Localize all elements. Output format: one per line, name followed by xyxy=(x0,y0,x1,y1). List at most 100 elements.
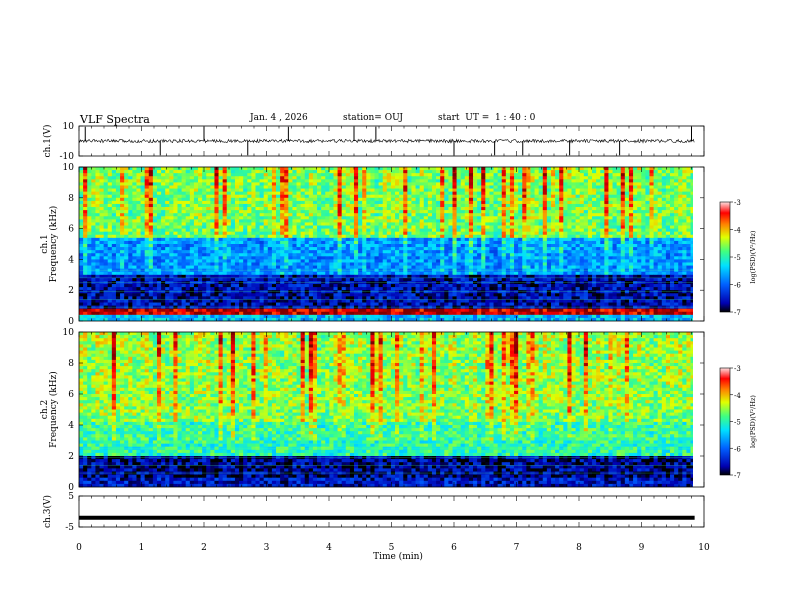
spectrogram-cell xyxy=(690,167,693,171)
spectrogram-cell xyxy=(526,222,531,226)
spectrogram-cell xyxy=(592,247,597,251)
spectrogram-cell xyxy=(165,222,170,226)
spectrogram-cell xyxy=(185,256,191,260)
spectrogram-cell xyxy=(555,228,560,233)
spectrogram-cell xyxy=(259,176,265,180)
spectrogram-cell xyxy=(604,259,609,263)
spectrogram-cell xyxy=(526,225,531,229)
spectrogram-cell xyxy=(103,247,109,251)
spectrogram-cell xyxy=(124,188,129,193)
spectrogram-cell xyxy=(415,237,421,242)
spectrogram-cell xyxy=(152,203,158,208)
spectrogram-cell xyxy=(616,210,622,214)
spectrogram-cell xyxy=(423,222,429,226)
spectrogram-cell xyxy=(518,265,523,270)
spectrogram-cell xyxy=(448,191,453,196)
spectrogram-cell xyxy=(103,222,109,226)
spectrogram-cell xyxy=(682,222,687,226)
spectrogram-cell xyxy=(419,240,425,245)
spectrogram-cell xyxy=(440,207,445,211)
spectrogram-cell xyxy=(665,176,671,180)
spectrogram-cell xyxy=(111,253,117,257)
spectrogram-cell xyxy=(185,222,191,226)
spectrogram-cell xyxy=(193,176,199,180)
spectrogram-cell xyxy=(329,237,334,242)
spectrogram-cell xyxy=(358,225,363,229)
spectrogram-cell xyxy=(440,197,445,202)
spectrogram-cell xyxy=(645,250,650,254)
spectrogram-cell xyxy=(222,188,228,193)
spectrogram-cell xyxy=(136,182,141,186)
spectrogram-cell xyxy=(555,185,560,189)
spectrogram-cell xyxy=(493,256,499,260)
spectrogram-cell xyxy=(161,253,166,257)
spectrogram-cell xyxy=(628,194,634,199)
spectrogram-cell xyxy=(542,219,548,223)
spectrogram-cell xyxy=(489,231,494,236)
spectrogram-cell xyxy=(325,191,330,196)
spectrogram-cell xyxy=(206,185,211,189)
spectrogram-cell xyxy=(333,207,338,211)
spectrogram-cell xyxy=(378,213,384,217)
spectrogram-cell xyxy=(222,225,228,229)
spectrogram-cell xyxy=(456,197,462,202)
spectrogram-cell xyxy=(156,170,162,174)
spectrogram-cell xyxy=(415,216,421,220)
spectrogram-cell xyxy=(600,207,605,211)
spectrogram-cell xyxy=(518,179,523,183)
spectrogram-cell xyxy=(534,194,540,199)
spectrogram-cell xyxy=(284,219,289,223)
spectrogram-cell xyxy=(226,179,232,183)
spectrogram-cell xyxy=(612,244,618,248)
spectrogram-cell xyxy=(596,170,601,174)
spectrogram-cell xyxy=(587,207,593,211)
spectrogram-cell xyxy=(83,262,88,266)
spectrogram-cell xyxy=(321,207,326,211)
spectrogram-cell xyxy=(477,200,482,205)
spectrogram-cell xyxy=(120,207,125,211)
spectrogram-cell xyxy=(325,225,330,229)
spectrogram-cell xyxy=(140,225,146,229)
spectrogram-cell xyxy=(468,216,474,220)
spectrogram-cell xyxy=(103,225,109,229)
spectrogram-cell xyxy=(132,176,137,180)
spectrogram-cell xyxy=(111,194,117,199)
spectrogram-cell xyxy=(468,203,474,208)
spectrogram-cell xyxy=(91,262,96,266)
spectrogram-cell xyxy=(460,231,466,236)
spectrogram-cell xyxy=(366,259,371,263)
spectrogram-cell xyxy=(308,182,314,186)
spectrogram-cell xyxy=(587,250,593,254)
spectrogram-cell xyxy=(300,240,306,245)
spectrogram-cell xyxy=(362,256,367,260)
spectrogram-cell xyxy=(140,262,146,266)
spectrogram-cell xyxy=(390,259,396,263)
spectrogram-cell xyxy=(464,234,470,239)
spectrogram-cell xyxy=(144,197,150,202)
spectrogram-cell xyxy=(308,200,314,205)
spectrogram-cell xyxy=(128,265,133,270)
spectrogram-cell xyxy=(530,259,535,263)
spectrogram-cell xyxy=(366,262,371,266)
spectrogram-cell xyxy=(255,262,260,266)
spectrogram-cell xyxy=(493,231,499,236)
spectrogram-cell xyxy=(111,250,117,254)
spectrogram-cell xyxy=(259,191,265,196)
spectrogram-cell xyxy=(321,231,326,236)
spectrogram-cell xyxy=(587,253,593,257)
spectrogram-cell xyxy=(276,170,281,174)
spectrogram-cell xyxy=(473,179,478,183)
spectrogram-cell xyxy=(473,225,478,229)
spectrogram-cell xyxy=(456,228,462,233)
spectrogram-cell xyxy=(173,179,178,183)
spectrogram-cell xyxy=(690,173,693,177)
spectrogram-cell xyxy=(296,167,302,171)
spectrogram-cell xyxy=(497,234,503,239)
spectrogram-cell xyxy=(633,225,638,229)
spectrogram-cell xyxy=(132,268,137,273)
spectrogram-cell xyxy=(645,231,650,236)
spectrogram-cell xyxy=(193,167,199,171)
spectrogram-cell xyxy=(95,173,100,177)
spectrogram-cell xyxy=(304,200,310,205)
spectrogram-cell xyxy=(407,244,412,248)
